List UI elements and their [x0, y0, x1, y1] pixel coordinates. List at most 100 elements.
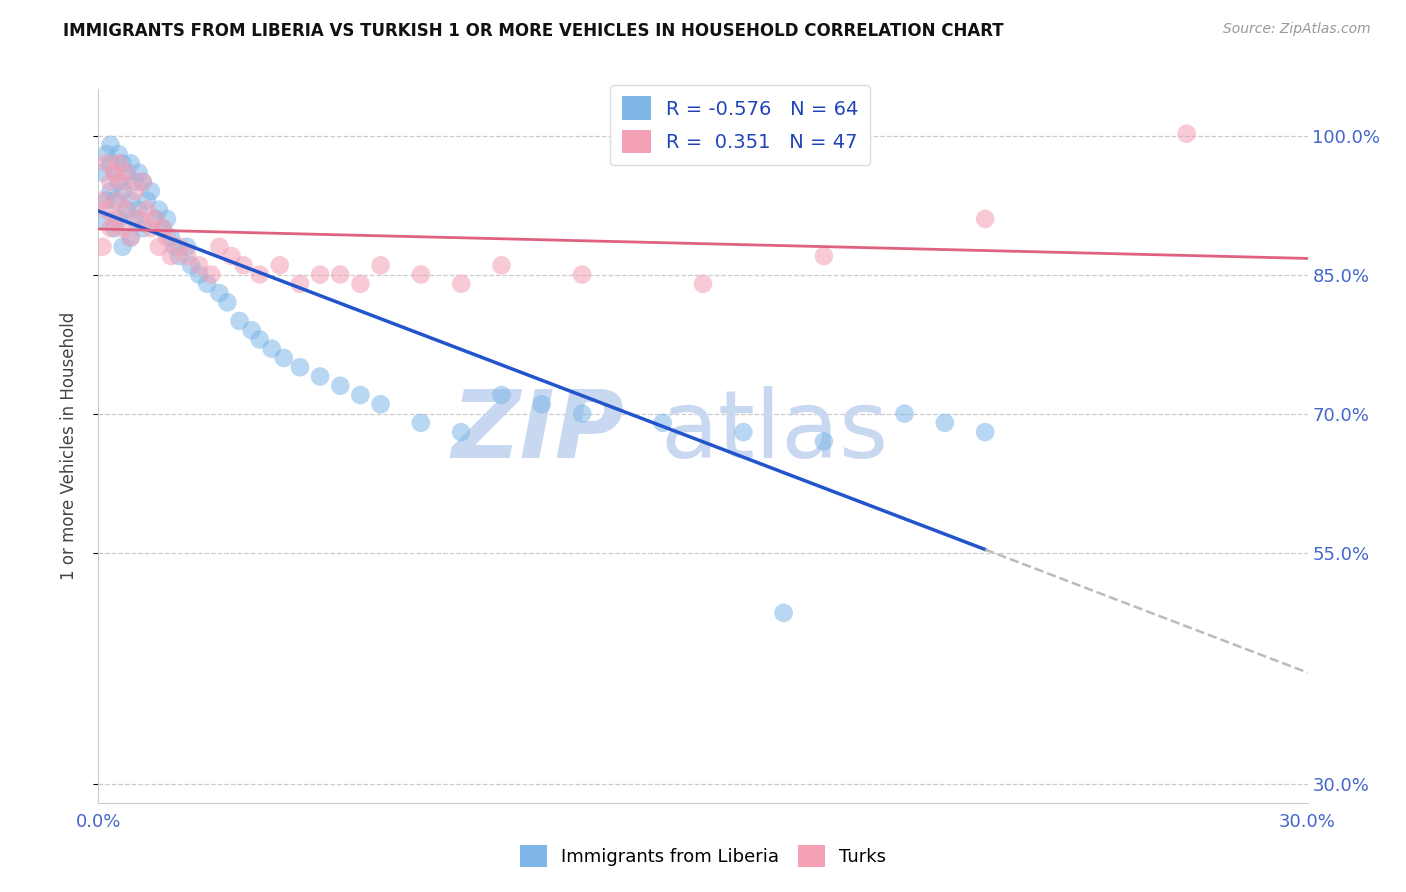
Point — [91, 194, 114, 208]
Point — [111, 184, 134, 198]
Point — [309, 369, 332, 384]
Point — [217, 295, 239, 310]
Point — [195, 277, 218, 291]
Point — [180, 258, 202, 272]
Point — [273, 351, 295, 365]
Point — [409, 268, 432, 282]
Point — [491, 388, 513, 402]
Point — [139, 221, 162, 235]
Point — [167, 240, 190, 254]
Point — [733, 425, 755, 439]
Point — [135, 194, 157, 208]
Point — [176, 249, 198, 263]
Point — [260, 342, 283, 356]
Point — [124, 184, 146, 198]
Point — [228, 314, 250, 328]
Point — [269, 258, 291, 272]
Point — [100, 184, 122, 198]
Point — [143, 211, 166, 226]
Point — [111, 175, 134, 189]
Point — [329, 378, 352, 392]
Point — [115, 166, 138, 180]
Point — [249, 333, 271, 347]
Point — [132, 175, 155, 189]
Point — [163, 240, 186, 254]
Point — [100, 175, 122, 189]
Point — [107, 156, 129, 170]
Point — [813, 434, 835, 449]
Point — [139, 184, 162, 198]
Point — [91, 240, 114, 254]
Point — [571, 268, 593, 282]
Point — [249, 268, 271, 282]
Point — [120, 194, 142, 208]
Point — [167, 249, 190, 263]
Point — [111, 156, 134, 170]
Point — [772, 606, 794, 620]
Point — [530, 397, 553, 411]
Text: ZIP: ZIP — [451, 385, 624, 478]
Point — [120, 230, 142, 244]
Point — [450, 425, 472, 439]
Point — [124, 175, 146, 189]
Point — [221, 249, 243, 263]
Text: atlas: atlas — [661, 385, 889, 478]
Point — [651, 416, 673, 430]
Point — [974, 211, 997, 226]
Point — [103, 221, 125, 235]
Y-axis label: 1 or more Vehicles in Household: 1 or more Vehicles in Household — [59, 312, 77, 580]
Point — [103, 194, 125, 208]
Point — [934, 416, 956, 430]
Point — [188, 268, 211, 282]
Point — [148, 240, 170, 254]
Text: IMMIGRANTS FROM LIBERIA VS TURKISH 1 OR MORE VEHICLES IN HOUSEHOLD CORRELATION C: IMMIGRANTS FROM LIBERIA VS TURKISH 1 OR … — [63, 22, 1004, 40]
Point — [107, 147, 129, 161]
Point — [370, 397, 392, 411]
Point — [96, 194, 118, 208]
Point — [1175, 127, 1198, 141]
Point — [120, 230, 142, 244]
Point — [132, 175, 155, 189]
Point — [240, 323, 263, 337]
Point — [200, 268, 222, 282]
Point — [309, 268, 332, 282]
Point — [135, 202, 157, 217]
Point — [152, 221, 174, 235]
Point — [176, 240, 198, 254]
Point — [115, 202, 138, 217]
Point — [107, 194, 129, 208]
Point — [450, 277, 472, 291]
Point — [160, 249, 183, 263]
Point — [96, 156, 118, 170]
Point — [143, 211, 166, 226]
Point — [96, 147, 118, 161]
Point — [111, 240, 134, 254]
Point — [974, 425, 997, 439]
Point — [349, 388, 371, 402]
Point — [128, 202, 150, 217]
Point — [491, 258, 513, 272]
Point — [96, 202, 118, 217]
Point — [349, 277, 371, 291]
Point — [329, 268, 352, 282]
Point — [370, 258, 392, 272]
Point — [188, 258, 211, 272]
Point — [111, 221, 134, 235]
Point — [232, 258, 254, 272]
Point — [409, 416, 432, 430]
Point — [813, 249, 835, 263]
Point — [288, 360, 311, 375]
Point — [103, 166, 125, 180]
Point — [571, 407, 593, 421]
Point — [103, 166, 125, 180]
Point — [103, 211, 125, 226]
Point — [124, 211, 146, 226]
Point — [208, 286, 231, 301]
Point — [148, 202, 170, 217]
Point — [100, 221, 122, 235]
Point — [132, 221, 155, 235]
Point — [91, 211, 114, 226]
Legend: R = -0.576   N = 64, R =  0.351   N = 47: R = -0.576 N = 64, R = 0.351 N = 47 — [610, 85, 870, 165]
Point — [156, 211, 179, 226]
Point — [160, 230, 183, 244]
